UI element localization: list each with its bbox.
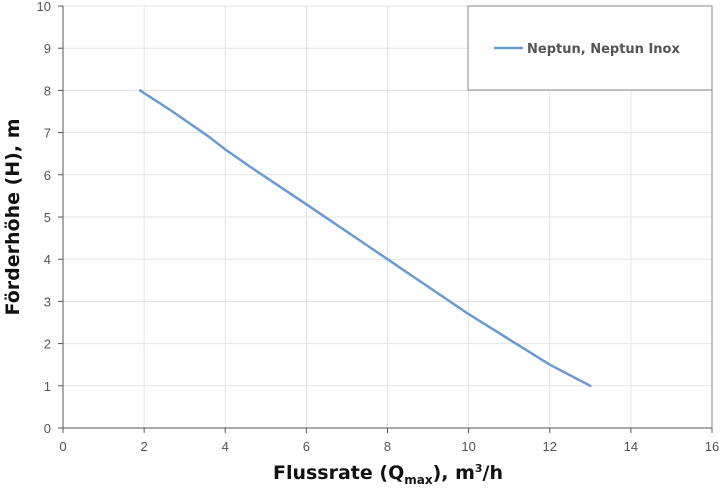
x-tick-label: 14 xyxy=(624,439,638,454)
series-layer xyxy=(138,89,592,388)
x-tick-label: 0 xyxy=(59,439,66,454)
y-tick-label: 5 xyxy=(44,210,51,225)
y-tick-label: 8 xyxy=(44,83,51,98)
series-line xyxy=(138,89,592,388)
x-tick-label: 2 xyxy=(141,439,148,454)
y-tick-label: 9 xyxy=(44,41,51,56)
y-tick-label: 2 xyxy=(44,337,51,352)
x-axis-label: Flussrate (Qmax), m3/h xyxy=(273,462,503,487)
x-tick-label: 10 xyxy=(461,439,475,454)
legend-label: Neptun, Neptun Inox xyxy=(527,42,680,57)
y-tick-label: 6 xyxy=(44,168,51,183)
y-tick-label: 7 xyxy=(44,126,51,141)
x-tick-label: 6 xyxy=(303,439,310,454)
x-tick-label: 4 xyxy=(222,439,229,454)
y-tick-label: 3 xyxy=(44,294,51,309)
x-tick-label: 12 xyxy=(543,439,557,454)
y-tick-label: 10 xyxy=(37,0,51,14)
legend: Neptun, Neptun Inox xyxy=(467,5,713,91)
x-tick-label: 8 xyxy=(384,439,391,454)
y-axis-label: Förderhöhe (H), m xyxy=(2,119,24,316)
x-tick-label: 16 xyxy=(705,439,719,454)
y-tick-label: 1 xyxy=(44,379,51,394)
y-tick-label: 0 xyxy=(44,421,51,436)
y-tick-label: 4 xyxy=(44,252,51,267)
